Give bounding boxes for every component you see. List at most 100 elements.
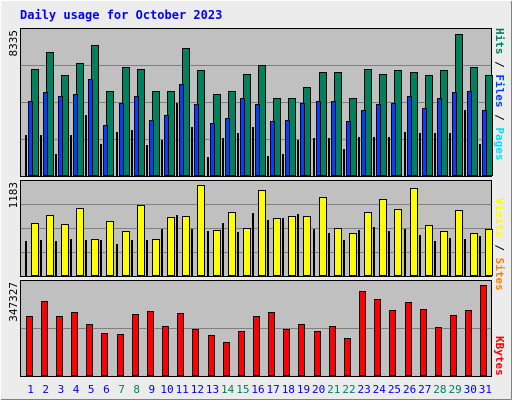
bar-visits-21 xyxy=(334,228,342,276)
bar-kbytes-14 xyxy=(223,342,230,376)
bar-kbytes-18 xyxy=(283,329,290,376)
bar-visits-27 xyxy=(425,225,433,276)
right-axis-label-middle: Visits / Sites xyxy=(493,198,506,291)
x-tick-label: 27 xyxy=(418,383,431,396)
x-tick-label: 26 xyxy=(403,383,416,396)
bar-visits-12 xyxy=(197,185,205,276)
x-tick-label: 5 xyxy=(88,383,95,396)
bar-kbytes-28 xyxy=(435,327,442,376)
bar-kbytes-25 xyxy=(389,310,396,376)
bar-kbytes-29 xyxy=(450,315,457,376)
bar-visits-11 xyxy=(182,216,190,276)
bar-pages-22 xyxy=(343,149,345,176)
bar-visits-28 xyxy=(440,231,448,276)
bar-pages-1 xyxy=(25,135,27,176)
bar-visits-4 xyxy=(76,208,84,276)
bar-visits-25 xyxy=(394,209,402,276)
bar-files-3 xyxy=(58,96,63,176)
x-tick-label: 28 xyxy=(433,383,446,396)
bar-kbytes-5 xyxy=(86,324,93,376)
x-tick-label: 2 xyxy=(42,383,49,396)
x-tick-label: 8 xyxy=(133,383,140,396)
x-tick-label: 14 xyxy=(221,383,235,396)
bar-kbytes-13 xyxy=(208,335,215,376)
label-segment: Files xyxy=(493,74,506,107)
bar-kbytes-24 xyxy=(374,299,381,376)
bar-visits-23 xyxy=(364,212,372,276)
label-segment: / xyxy=(493,55,506,75)
bar-kbytes-30 xyxy=(465,310,472,376)
x-tick-label: 9 xyxy=(149,383,156,396)
bar-kbytes-7 xyxy=(117,334,124,376)
bar-sites-4 xyxy=(70,239,72,276)
x-tick-label: 17 xyxy=(267,383,280,396)
bar-kbytes-9 xyxy=(147,311,154,376)
bar-sites-14 xyxy=(222,223,224,276)
bar-sites-15 xyxy=(237,232,239,276)
bar-kbytes-10 xyxy=(162,326,169,376)
bar-sites-24 xyxy=(373,227,375,276)
bar-visits-24 xyxy=(379,199,387,276)
bar-sites-19 xyxy=(297,214,299,276)
bar-kbytes-6 xyxy=(101,333,108,376)
label-segment: Hits xyxy=(493,28,506,55)
bar-visits-1 xyxy=(31,223,39,276)
bar-visits-15 xyxy=(243,228,251,276)
bar-pages-23 xyxy=(358,137,360,176)
bar-pages-8 xyxy=(131,130,133,176)
bar-pages-15 xyxy=(237,133,239,176)
bar-files-24 xyxy=(376,104,381,176)
bar-sites-22 xyxy=(343,240,345,276)
bar-sites-17 xyxy=(267,220,269,276)
bar-sites-26 xyxy=(404,229,406,276)
bar-kbytes-31 xyxy=(480,285,487,376)
bar-visits-10 xyxy=(167,217,175,276)
bar-sites-1 xyxy=(25,241,27,276)
x-tick-label: 20 xyxy=(312,383,325,396)
right-axis-label-top: Hits / Files / Pages xyxy=(493,28,506,161)
x-tick-label: 13 xyxy=(206,383,219,396)
bar-visits-3 xyxy=(61,224,69,276)
bar-sites-8 xyxy=(131,240,133,276)
bar-files-28 xyxy=(437,98,442,176)
bar-visits-9 xyxy=(152,239,160,276)
bar-files-4 xyxy=(73,94,78,176)
bar-pages-30 xyxy=(464,110,466,176)
bar-sites-9 xyxy=(146,240,148,276)
bar-visits-14 xyxy=(228,212,236,276)
bar-pages-10 xyxy=(161,140,163,176)
bar-kbytes-3 xyxy=(56,316,63,376)
bar-kbytes-27 xyxy=(420,309,427,376)
bar-files-7 xyxy=(119,103,124,176)
bar-pages-27 xyxy=(419,133,421,176)
label-segment: / xyxy=(493,108,506,128)
bar-files-19 xyxy=(300,103,305,176)
bar-visits-6 xyxy=(106,221,114,276)
label-segment: Pages xyxy=(493,127,506,160)
bar-files-1 xyxy=(28,101,33,176)
bar-pages-4 xyxy=(70,135,72,176)
bar-sites-21 xyxy=(328,233,330,276)
label-segment: Sites xyxy=(493,258,506,291)
y-max-label: 8335 xyxy=(7,30,20,57)
bar-pages-29 xyxy=(449,133,451,176)
x-tick-label: 25 xyxy=(388,383,401,396)
bar-kbytes-20 xyxy=(314,331,321,376)
x-tick-label: 7 xyxy=(118,383,125,396)
bar-sites-30 xyxy=(464,239,466,276)
bar-sites-23 xyxy=(358,230,360,276)
bar-visits-26 xyxy=(410,188,418,276)
bar-files-2 xyxy=(43,92,48,176)
bar-visits-20 xyxy=(319,197,327,276)
x-tick-label: 1 xyxy=(27,383,34,396)
bar-pages-16 xyxy=(252,127,254,176)
x-tick-label: 19 xyxy=(297,383,310,396)
x-tick-label: 24 xyxy=(373,383,387,396)
x-tick-label: 22 xyxy=(342,383,355,396)
bar-kbytes-16 xyxy=(253,316,260,376)
bar-pages-11 xyxy=(176,103,178,176)
bar-pages-24 xyxy=(373,137,375,176)
bar-files-18 xyxy=(285,120,290,176)
bar-kbytes-19 xyxy=(298,324,305,376)
